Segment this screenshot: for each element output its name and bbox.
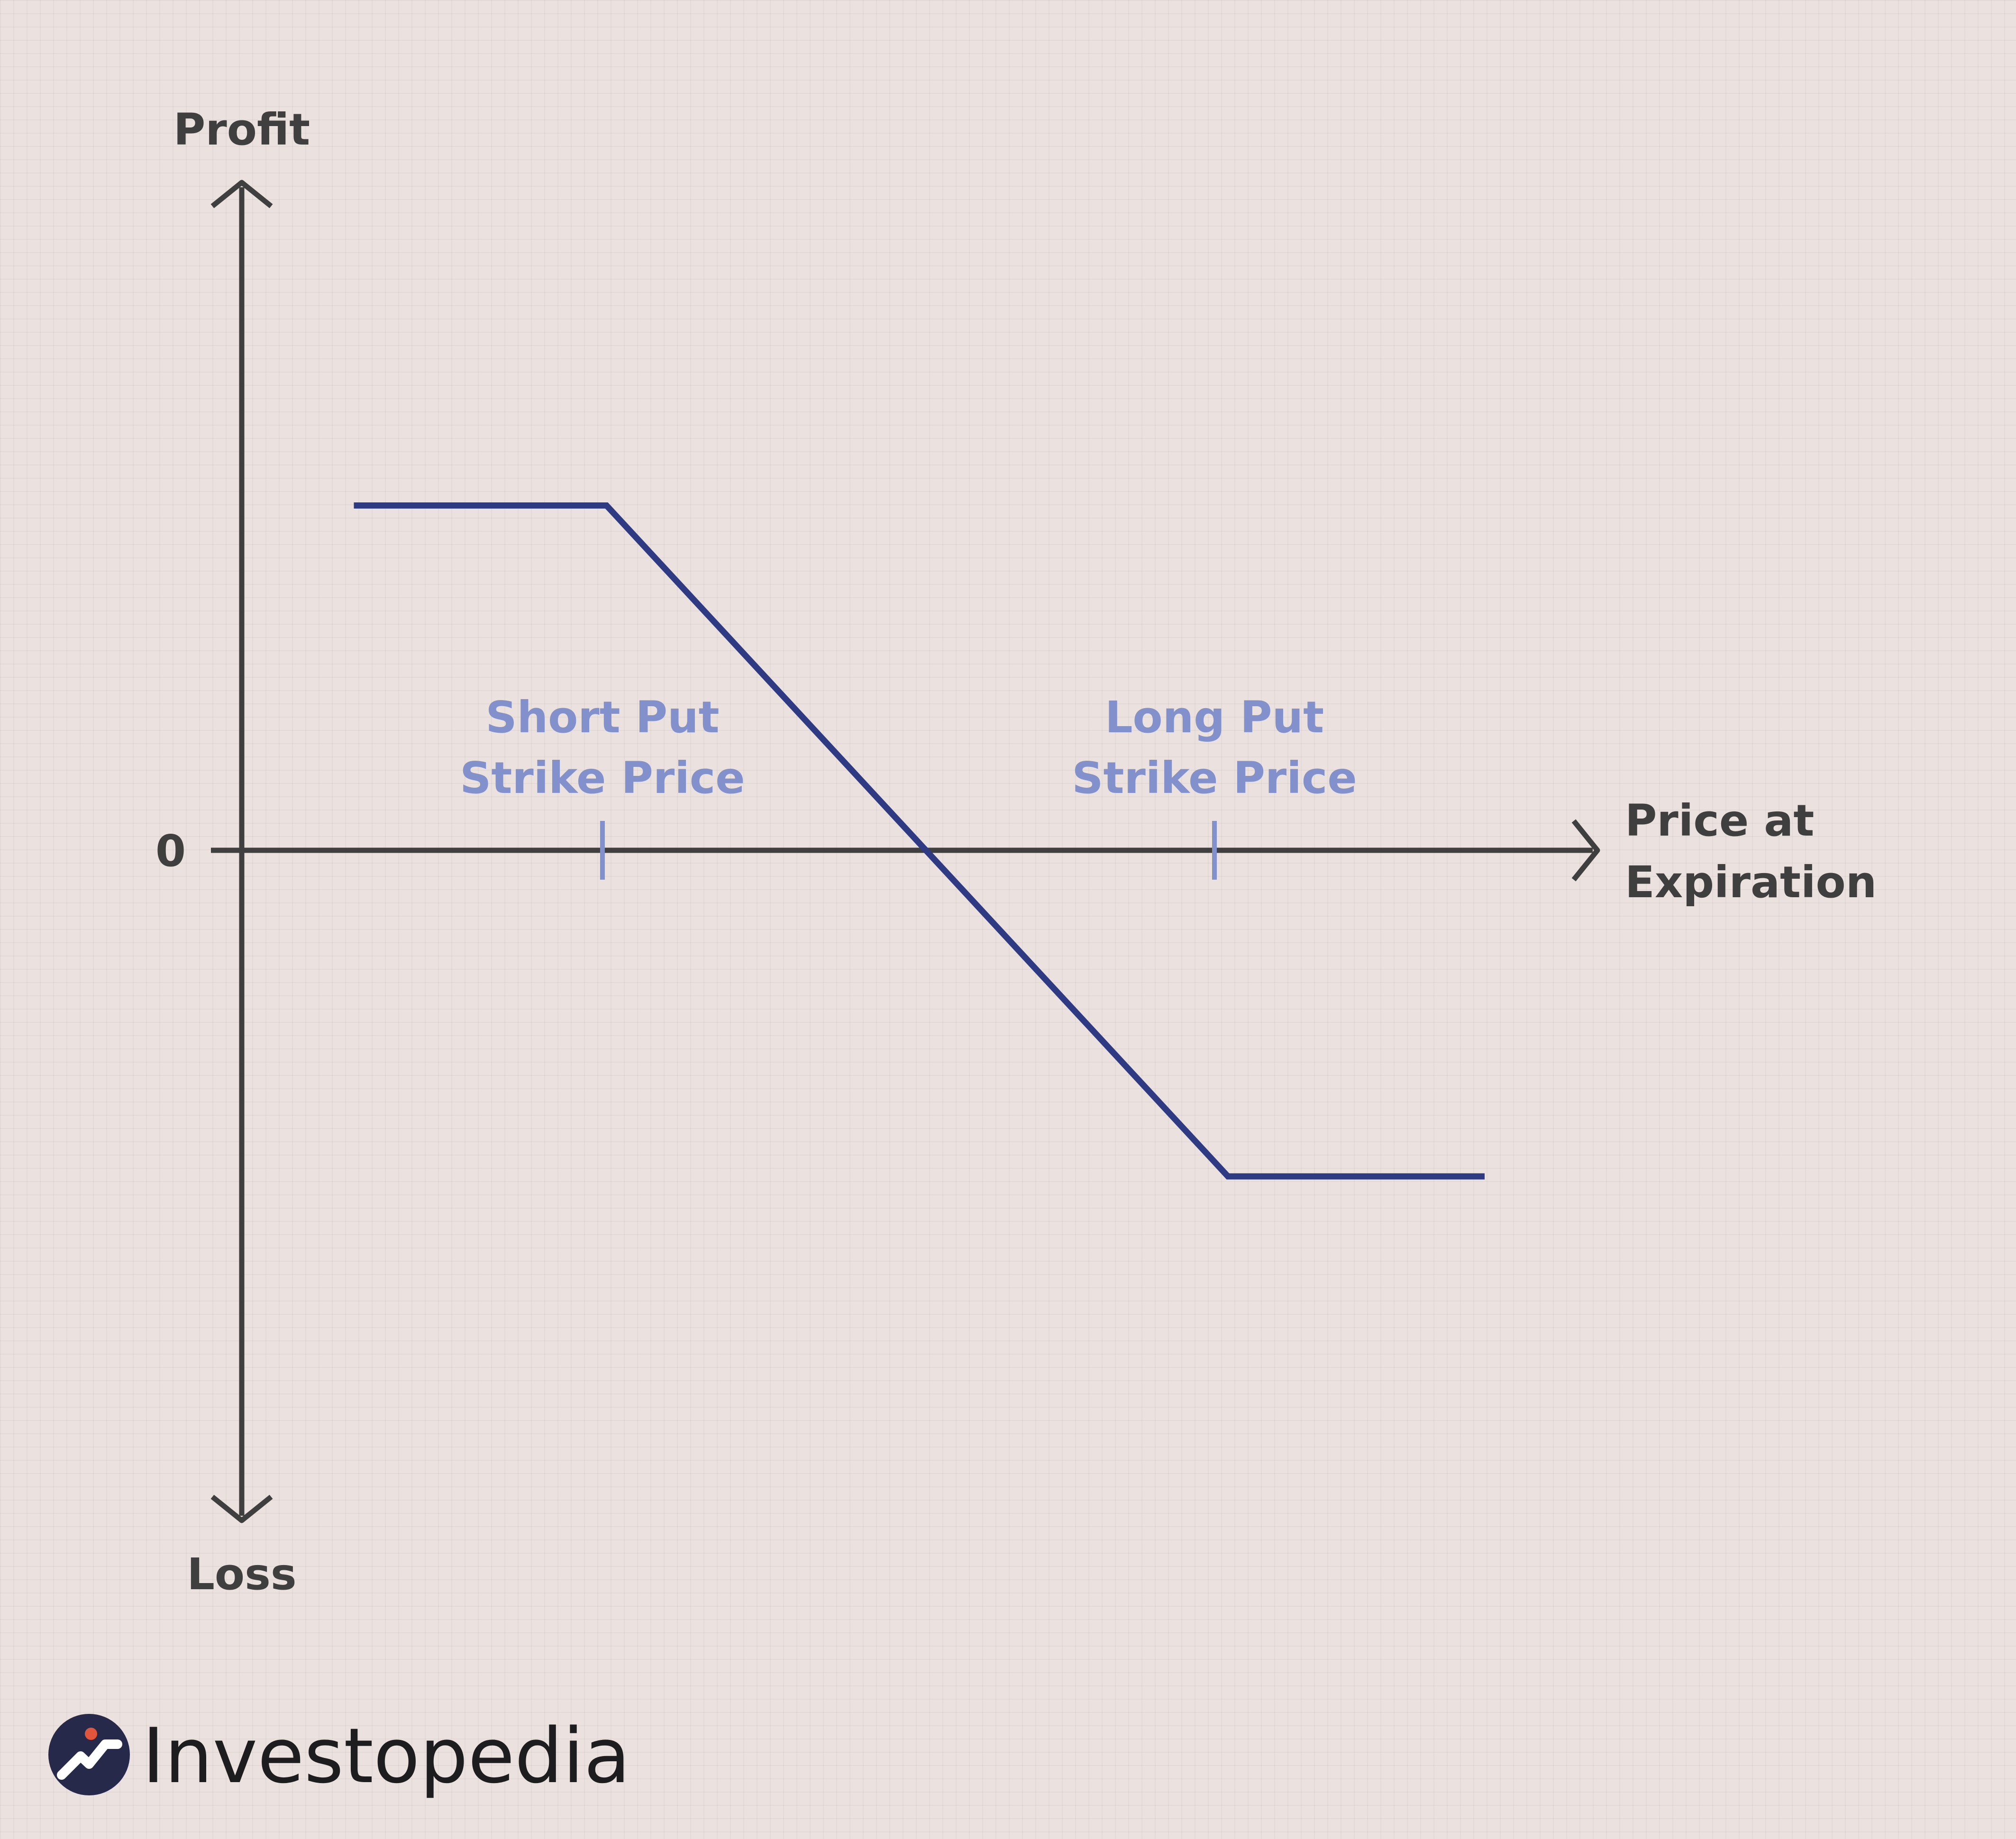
x-axis-label: Price at Expiration bbox=[1625, 795, 1877, 908]
strike-label-1: Long Put Strike Price bbox=[1072, 692, 1357, 803]
y-axis-arrow-up bbox=[210, 180, 273, 209]
y-axis-label-loss: Loss bbox=[187, 1549, 296, 1600]
investopedia-logo-icon bbox=[48, 1714, 130, 1795]
investopedia-logo: Investopedia bbox=[48, 1712, 630, 1800]
x-axis-arrow-right bbox=[1571, 819, 1600, 882]
investopedia-wordmark: Investopedia bbox=[142, 1712, 630, 1800]
strike-label-1-line-0: Long Put bbox=[1105, 692, 1324, 743]
y-axis-label-profit: Profit bbox=[173, 104, 310, 155]
strike-marks: Short Put Strike Price Long Put Strike Pric… bbox=[460, 692, 1357, 880]
axes bbox=[210, 180, 1600, 1523]
x-axis-label-line-1: Price at bbox=[1625, 795, 1814, 846]
y-axis-arrow-down bbox=[210, 1494, 273, 1523]
payoff-line bbox=[354, 502, 1485, 1180]
strike-label-0: Short Put Strike Price bbox=[460, 692, 745, 803]
zero-label: 0 bbox=[155, 826, 186, 876]
strike-label-0-line-0: Short Put bbox=[485, 692, 719, 743]
strike-label-0-line-1: Strike Price bbox=[460, 753, 745, 803]
x-axis-label-line-2: Expiration bbox=[1625, 857, 1877, 908]
strike-label-1-line-1: Strike Price bbox=[1072, 753, 1357, 803]
